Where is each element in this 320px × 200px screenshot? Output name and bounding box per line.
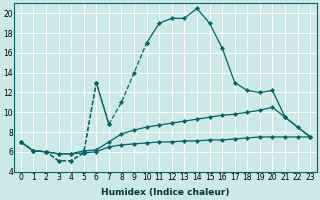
X-axis label: Humidex (Indice chaleur): Humidex (Indice chaleur) [101,188,230,197]
